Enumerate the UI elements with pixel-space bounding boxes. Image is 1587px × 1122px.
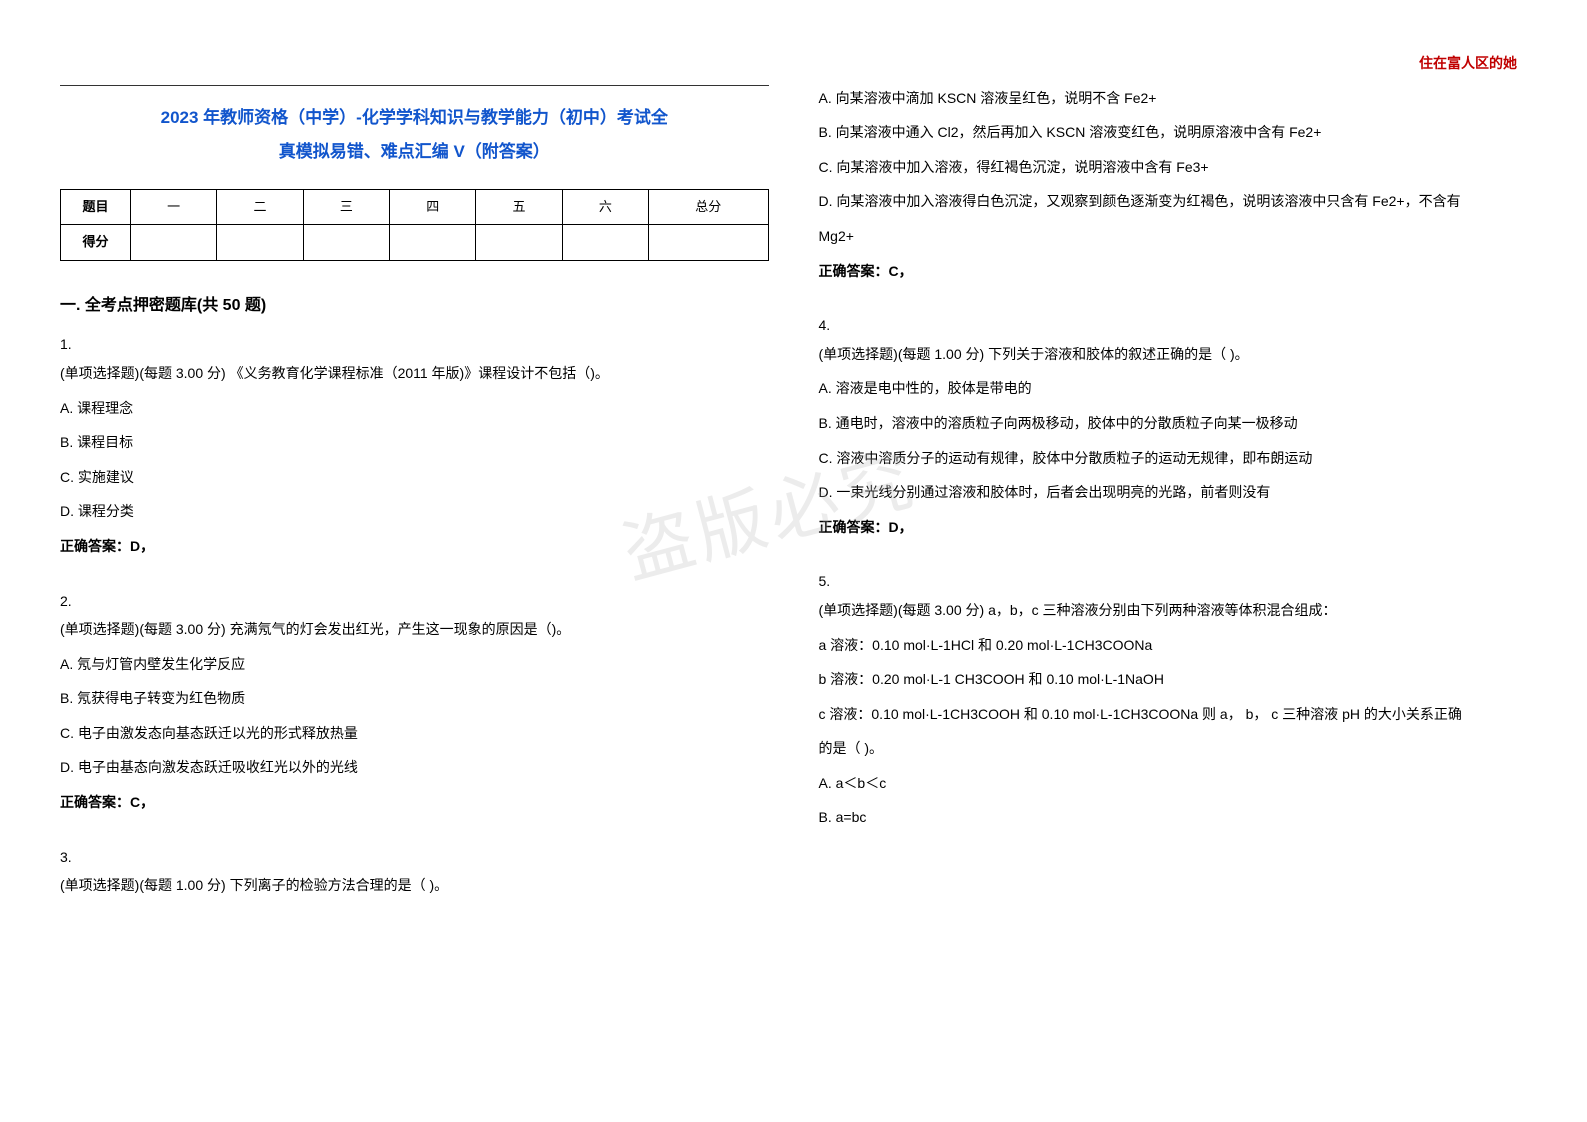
score-cell-5 (476, 225, 562, 261)
score-cell-4 (390, 225, 476, 261)
q5-opt-b: B. a=bc (819, 804, 1528, 831)
score-header-1: 一 (131, 189, 217, 225)
divider-line (60, 85, 769, 86)
q5-stem: (单项选择题)(每题 3.00 分) a，b，c 三种溶液分别由下列两种溶液等体… (819, 597, 1528, 624)
question-3: 3. (单项选择题)(每题 1.00 分) 下列离子的检验方法合理的是（ )。 (60, 844, 769, 899)
score-header-6: 六 (562, 189, 648, 225)
q2-opt-b: B. 氖获得电子转变为红色物质 (60, 685, 769, 712)
q1-opt-a: A. 课程理念 (60, 395, 769, 422)
q5-extra-2: c 溶液：0.10 mol·L-1CH3COOH 和 0.10 mol·L-1C… (819, 701, 1528, 728)
question-1: 1. (单项选择题)(每题 3.00 分) 《义务教育化学课程标准（2011 年… (60, 331, 769, 559)
q3-stem: (单项选择题)(每题 1.00 分) 下列离子的检验方法合理的是（ )。 (60, 872, 769, 899)
q3-opt-c: C. 向某溶液中加入溶液，得红褐色沉淀，说明溶液中含有 Fe3+ (819, 154, 1528, 181)
question-5: 5. (单项选择题)(每题 3.00 分) a，b，c 三种溶液分别由下列两种溶… (819, 568, 1528, 831)
q2-opt-c: C. 电子由激发态向基态跃迁以光的形式释放热量 (60, 720, 769, 747)
q5-extra-0: a 溶液：0.10 mol·L-1HCl 和 0.20 mol·L-1CH3CO… (819, 632, 1528, 659)
score-cell-1 (131, 225, 217, 261)
score-cell-3 (303, 225, 389, 261)
q4-opt-c: C. 溶液中溶质分子的运动有规律，胶体中分散质粒子的运动无规律，即布朗运动 (819, 445, 1528, 472)
left-column: 2023 年教师资格（中学）-化学学科知识与教学能力（初中）考试全 真模拟易错、… (60, 85, 769, 907)
q3-answer: 正确答案：C， (819, 258, 1528, 285)
q2-stem: (单项选择题)(每题 3.00 分) 充满氖气的灯会发出红光，产生这一现象的原因… (60, 616, 769, 643)
score-table: 题目 一 二 三 四 五 六 总分 得分 (60, 189, 769, 261)
q1-opt-b: B. 课程目标 (60, 429, 769, 456)
q4-opt-a: A. 溶液是电中性的，胶体是带电的 (819, 375, 1528, 402)
score-header-7: 总分 (649, 189, 768, 225)
score-header-2: 二 (217, 189, 303, 225)
score-table-data-row: 得分 (61, 225, 769, 261)
q4-num: 4. (819, 312, 1528, 339)
q5-num: 5. (819, 568, 1528, 595)
title-line2: 真模拟易错、难点汇编 V（附答案） (60, 135, 769, 169)
q3-opt-d: D. 向某溶液中加入溶液得白色沉淀，又观察到颜色逐渐变为红褐色，说明该溶液中只含… (819, 188, 1528, 215)
q1-num: 1. (60, 331, 769, 358)
score-table-header-row: 题目 一 二 三 四 五 六 总分 (61, 189, 769, 225)
document-title: 2023 年教师资格（中学）-化学学科知识与教学能力（初中）考试全 真模拟易错、… (60, 101, 769, 169)
q2-opt-d: D. 电子由基态向激发态跃迁吸收红光以外的光线 (60, 754, 769, 781)
header-corner-text: 住在富人区的她 (60, 50, 1527, 77)
q1-opt-c: C. 实施建议 (60, 464, 769, 491)
score-header-3: 三 (303, 189, 389, 225)
score-cell-2 (217, 225, 303, 261)
score-cell-7 (649, 225, 768, 261)
q3-opt-a: A. 向某溶液中滴加 KSCN 溶液呈红色，说明不含 Fe2+ (819, 85, 1528, 112)
score-header-4: 四 (390, 189, 476, 225)
q1-opt-d: D. 课程分类 (60, 498, 769, 525)
q1-answer: 正确答案：D， (60, 533, 769, 560)
q4-stem: (单项选择题)(每题 1.00 分) 下列关于溶液和胶体的叙述正确的是（ )。 (819, 341, 1528, 368)
score-cell-6 (562, 225, 648, 261)
score-header-5: 五 (476, 189, 562, 225)
q5-extra-3: 的是（ )。 (819, 735, 1528, 762)
q4-opt-b: B. 通电时，溶液中的溶质粒子向两极移动，胶体中的分散质粒子向某一极移动 (819, 410, 1528, 437)
title-line1: 2023 年教师资格（中学）-化学学科知识与教学能力（初中）考试全 (60, 101, 769, 135)
q3-num: 3. (60, 844, 769, 871)
q2-answer: 正确答案：C， (60, 789, 769, 816)
q5-extra-1: b 溶液：0.20 mol·L-1 CH3COOH 和 0.10 mol·L-1… (819, 666, 1528, 693)
question-3-continued: A. 向某溶液中滴加 KSCN 溶液呈红色，说明不含 Fe2+ B. 向某溶液中… (819, 85, 1528, 285)
q3-opt-d2: Mg2+ (819, 223, 1528, 250)
q3-opt-b: B. 向某溶液中通入 Cl2，然后再加入 KSCN 溶液变红色，说明原溶液中含有… (819, 119, 1528, 146)
q2-opt-a: A. 氖与灯管内壁发生化学反应 (60, 651, 769, 678)
question-2: 2. (单项选择题)(每题 3.00 分) 充满氖气的灯会发出红光，产生这一现象… (60, 588, 769, 816)
q4-opt-d: D. 一束光线分别通过溶液和胶体时，后者会出现明亮的光路，前者则没有 (819, 479, 1528, 506)
question-4: 4. (单项选择题)(每题 1.00 分) 下列关于溶液和胶体的叙述正确的是（ … (819, 312, 1528, 540)
score-row-label: 得分 (61, 225, 131, 261)
q5-opt-a: A. a＜b＜c (819, 770, 1528, 797)
q4-answer: 正确答案：D， (819, 514, 1528, 541)
section-title: 一. 全考点押密题库(共 50 题) (60, 291, 769, 321)
q2-num: 2. (60, 588, 769, 615)
q1-stem: (单项选择题)(每题 3.00 分) 《义务教育化学课程标准（2011 年版)》… (60, 360, 769, 387)
right-column: A. 向某溶液中滴加 KSCN 溶液呈红色，说明不含 Fe2+ B. 向某溶液中… (819, 85, 1528, 907)
score-header-0: 题目 (61, 189, 131, 225)
